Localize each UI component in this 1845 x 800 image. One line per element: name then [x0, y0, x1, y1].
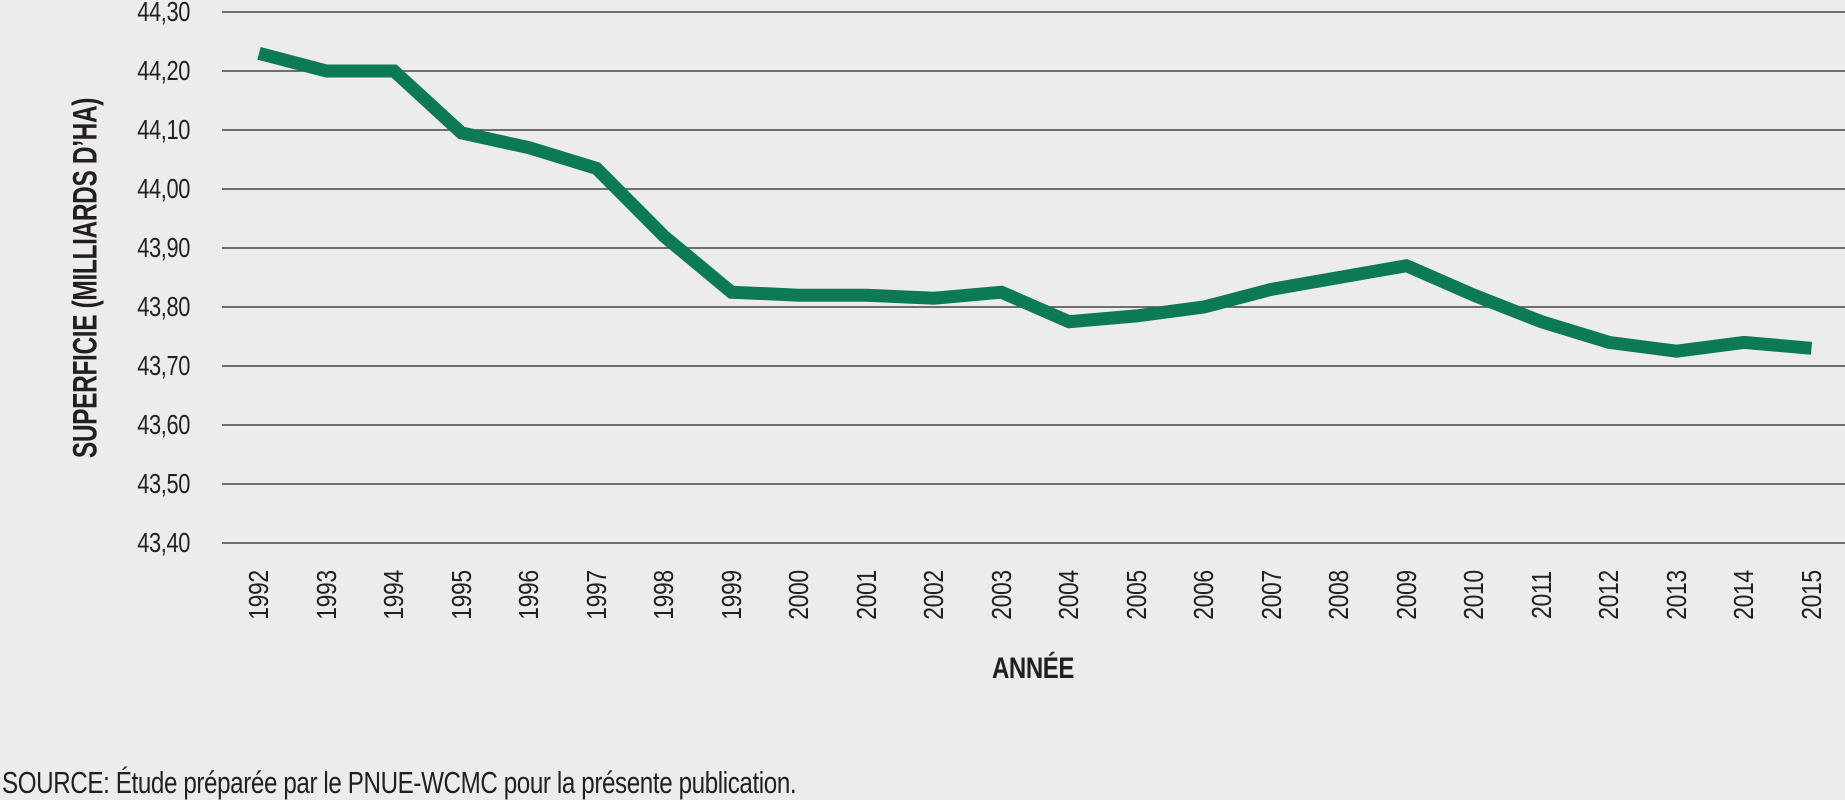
x-tick-label-1997: 1997: [580, 570, 612, 620]
y-tick-label-43-40: 43,40: [137, 527, 190, 558]
y-tick-label-44-10: 44,10: [137, 114, 190, 145]
x-tick-label-2007: 2007: [1255, 570, 1287, 620]
x-tick-label-2006: 2006: [1188, 570, 1219, 620]
x-tick-label-2010: 2010: [1458, 570, 1489, 620]
y-axis-title: SUPERFICIE (MILLIARDS D’HA): [66, 97, 105, 459]
x-tick-label-2013: 2013: [1660, 570, 1692, 620]
x-tick-label-1993: 1993: [310, 570, 342, 620]
x-tick-label-2009: 2009: [1390, 570, 1422, 620]
y-tick-label-44-30: 44,30: [137, 0, 190, 27]
x-axis-title: ANNÉE: [991, 652, 1075, 685]
y-tick-label-43-70: 43,70: [137, 350, 190, 381]
x-tick-label-2003: 2003: [985, 570, 1017, 620]
x-tick-label-2004: 2004: [1053, 570, 1084, 620]
x-tick-label-2014: 2014: [1728, 570, 1759, 620]
x-tick-label-2001: 2001: [850, 570, 882, 620]
series-line: [257, 47, 1813, 358]
x-tick-label-1996: 1996: [513, 570, 544, 620]
x-tick-label-1995: 1995: [445, 570, 477, 620]
x-tick-label-2005: 2005: [1120, 570, 1152, 620]
y-tick-label-43-80: 43,80: [137, 291, 190, 322]
x-tick-label-2000: 2000: [783, 570, 814, 620]
x-tick-label-2011: 2011: [1525, 571, 1557, 619]
y-tick-label-44-00: 44,00: [137, 173, 190, 204]
x-tick-label-2012: 2012: [1593, 570, 1624, 620]
x-tick-label-2002: 2002: [918, 570, 949, 620]
x-tick-label-1998: 1998: [648, 570, 679, 620]
x-tick-label-1999: 1999: [715, 570, 747, 620]
y-tick-label-43-50: 43,50: [137, 468, 190, 499]
y-tick-label-43-60: 43,60: [137, 409, 190, 440]
x-tick-label-1994: 1994: [378, 570, 409, 620]
y-tick-label-44-20: 44,20: [137, 55, 190, 86]
x-tick-label-1992: 1992: [243, 570, 274, 620]
gridlines: [222, 11, 1845, 544]
source-note: SOURCE: Étude préparée par le PNUE-WCMC …: [2, 765, 797, 800]
x-tick-label-2008: 2008: [1323, 570, 1354, 620]
y-tick-label-43-90: 43,90: [137, 232, 190, 263]
x-tick-label-2015: 2015: [1795, 570, 1827, 620]
